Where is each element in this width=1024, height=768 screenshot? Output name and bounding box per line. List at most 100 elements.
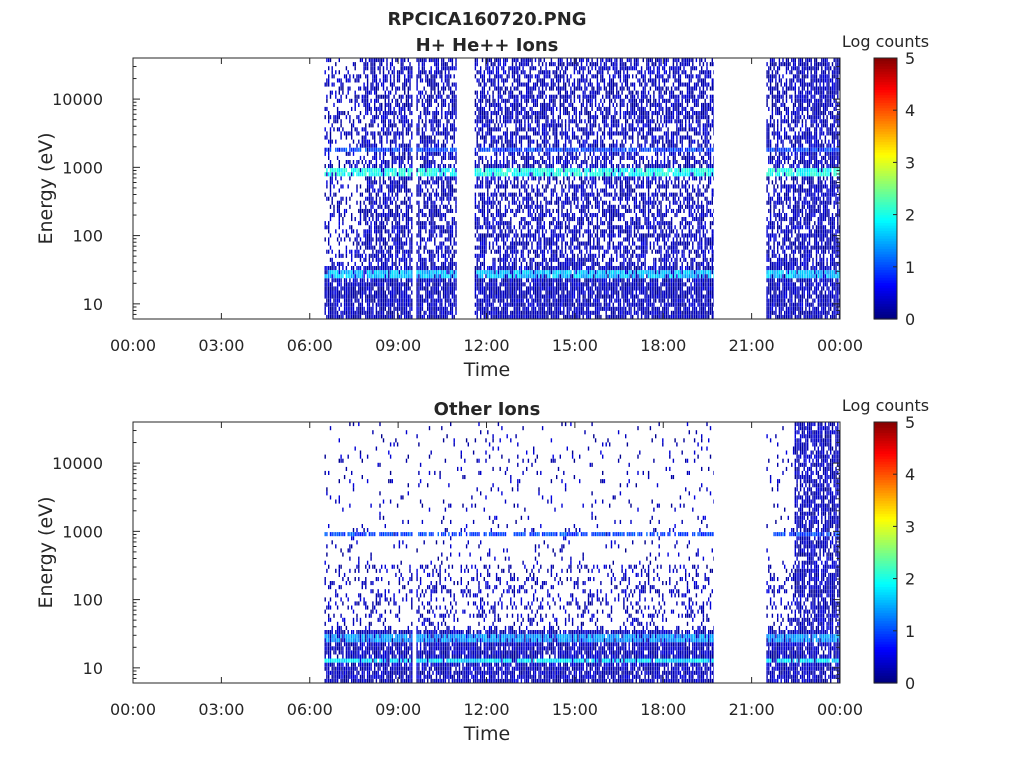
- heatmap-cell: [446, 290, 448, 295]
- heatmap-cell: [442, 123, 445, 128]
- heatmap-cell: [453, 164, 455, 169]
- heatmap-cell: [522, 200, 524, 205]
- heatmap-cell: [421, 188, 424, 193]
- heatmap-cell: [430, 176, 432, 181]
- heatmap-cell: [541, 306, 544, 311]
- heatmap-cell: [428, 168, 431, 173]
- heatmap-cell: [421, 70, 424, 75]
- heatmap-cell: [536, 172, 538, 177]
- heatmap-cell: [529, 310, 531, 315]
- heatmap-cell: [338, 233, 340, 238]
- heatmap-cell: [480, 290, 482, 295]
- heatmap-cell: [559, 274, 561, 279]
- heatmap-cell: [336, 298, 339, 303]
- heatmap-cell: [446, 131, 448, 136]
- heatmap-cell: [384, 306, 386, 311]
- heatmap-cell: [342, 261, 344, 266]
- heatmap-cell: [559, 94, 561, 99]
- heatmap-cell: [352, 310, 355, 315]
- heatmap-cell: [478, 78, 480, 83]
- heatmap-cell: [328, 286, 330, 291]
- heatmap-cell: [497, 147, 500, 152]
- heatmap-cell: [389, 74, 392, 79]
- heatmap-cell: [379, 229, 381, 234]
- heatmap-cell: [450, 229, 452, 234]
- heatmap-cell: [381, 310, 383, 315]
- heatmap-cell: [432, 123, 434, 128]
- heatmap-cell: [540, 217, 542, 222]
- heatmap-cell: [492, 213, 494, 218]
- heatmap-cell: [372, 188, 374, 193]
- heatmap-cell: [393, 111, 395, 116]
- heatmap-cell: [538, 119, 540, 124]
- heatmap-cell: [522, 82, 524, 87]
- heatmap-cell: [351, 172, 353, 177]
- heatmap-cell: [554, 302, 556, 307]
- heatmap-cell: [366, 245, 369, 250]
- heatmap-cell: [451, 106, 454, 111]
- heatmap-cell: [430, 208, 432, 213]
- heatmap-cell: [448, 310, 450, 315]
- heatmap-cell: [435, 233, 438, 238]
- heatmap-cell: [497, 249, 500, 254]
- heatmap-cell: [363, 66, 365, 71]
- heatmap-cell: [359, 143, 362, 148]
- heatmap-cell: [541, 115, 544, 120]
- heatmap-cell: [533, 188, 535, 193]
- heatmap-cell: [513, 192, 515, 197]
- heatmap-cell: [508, 70, 510, 75]
- heatmap-cell: [395, 168, 397, 173]
- heatmap-cell: [386, 298, 388, 303]
- heatmap-cell: [393, 294, 395, 299]
- heatmap-cell: [518, 123, 521, 128]
- heatmap-cell: [402, 184, 404, 189]
- heatmap-cell: [368, 266, 371, 271]
- heatmap-cell: [402, 151, 404, 156]
- heatmap-cell: [374, 70, 376, 75]
- heatmap-cell: [550, 86, 553, 91]
- heatmap-cell: [501, 282, 503, 287]
- heatmap-cell: [335, 229, 337, 234]
- heatmap-cell: [534, 111, 537, 116]
- heatmap-cell: [455, 168, 457, 173]
- heatmap-cell: [497, 135, 500, 140]
- heatmap-cell: [508, 176, 510, 181]
- heatmap-cell: [513, 184, 515, 189]
- heatmap-cell: [326, 106, 328, 111]
- heatmap-cell: [526, 192, 528, 197]
- heatmap-cell: [492, 172, 494, 177]
- heatmap-cell: [359, 245, 362, 250]
- heatmap-cell: [450, 127, 452, 132]
- heatmap-cell: [526, 160, 528, 165]
- heatmap-cell: [427, 172, 429, 177]
- heatmap-cell: [427, 143, 429, 148]
- heatmap-cell: [425, 98, 427, 103]
- heatmap-cell: [336, 119, 339, 124]
- heatmap-cell: [358, 168, 360, 173]
- heatmap-cell: [333, 204, 335, 209]
- heatmap-cell: [432, 139, 434, 144]
- heatmap-cell: [386, 274, 388, 279]
- heatmap-cell: [547, 249, 549, 254]
- heatmap-cell: [474, 66, 477, 71]
- heatmap-cell: [418, 229, 420, 234]
- heatmap-cell: [349, 176, 351, 181]
- heatmap-cell: [455, 115, 457, 120]
- heatmap-cell: [407, 196, 409, 201]
- heatmap-cell: [557, 213, 560, 218]
- heatmap-cell: [556, 278, 558, 283]
- heatmap-cell: [545, 168, 547, 173]
- heatmap-cell: [526, 306, 528, 311]
- heatmap-cell: [517, 151, 519, 156]
- heatmap-cell: [363, 249, 365, 254]
- heatmap-cell: [395, 282, 397, 287]
- heatmap-cell: [331, 123, 333, 128]
- heatmap-cell: [372, 270, 374, 275]
- heatmap-cell: [416, 249, 418, 254]
- heatmap-cell: [490, 164, 492, 169]
- heatmap-cell: [331, 213, 333, 218]
- heatmap-cell: [534, 233, 537, 238]
- heatmap-cell: [349, 74, 351, 79]
- heatmap-cell: [506, 237, 508, 242]
- heatmap-cell: [361, 135, 363, 140]
